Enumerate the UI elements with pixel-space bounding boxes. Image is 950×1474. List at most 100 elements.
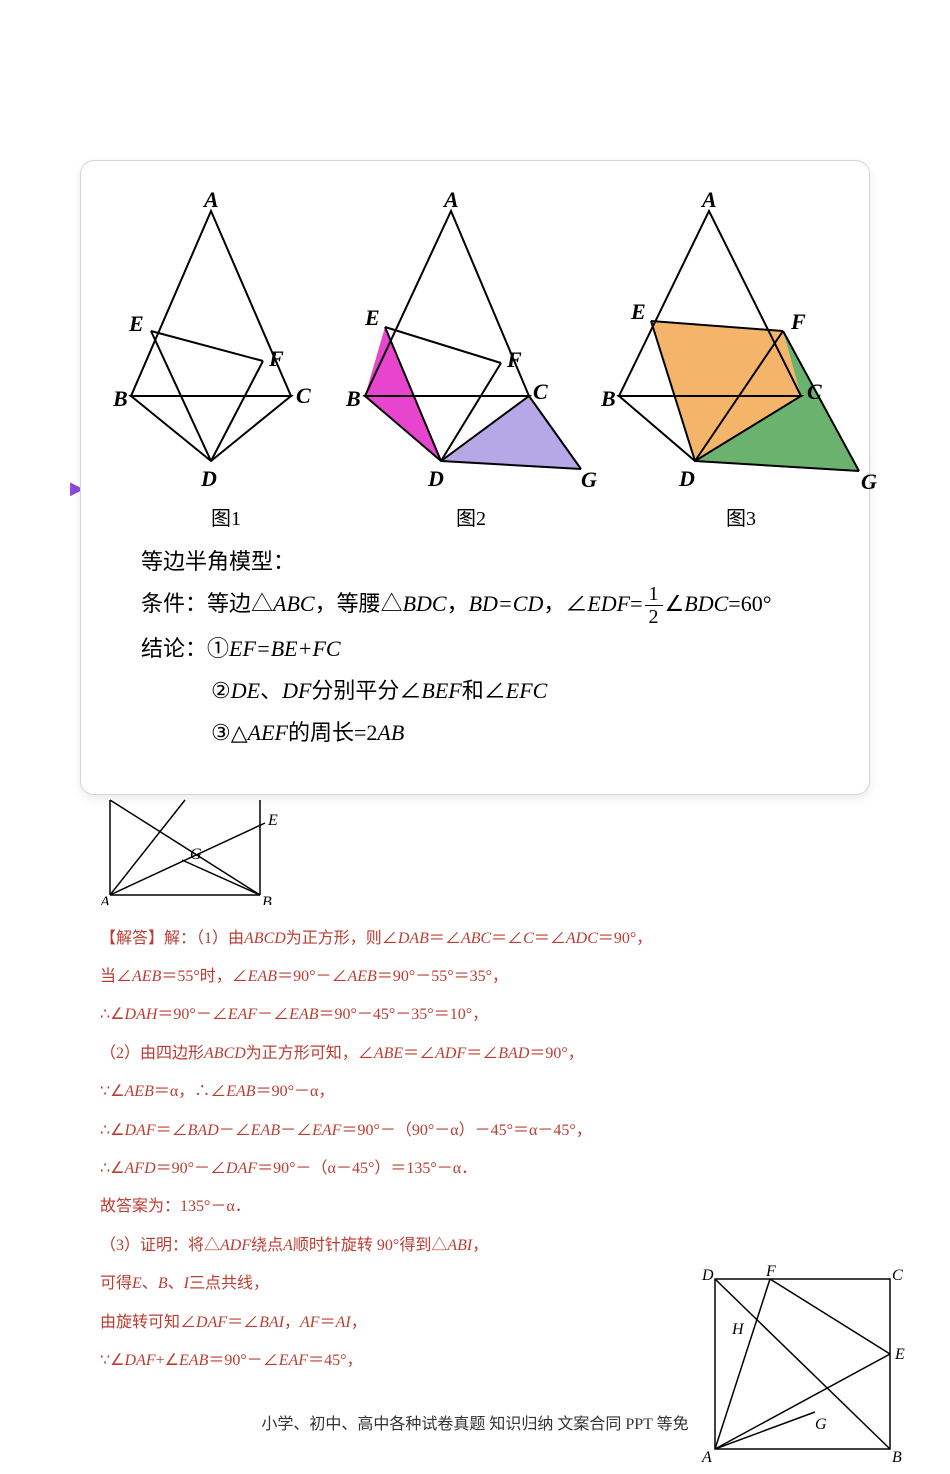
t: ＝90°，	[529, 1045, 583, 1062]
t: ＝90°－∠	[157, 1006, 227, 1023]
fig1-label-B: B	[112, 386, 128, 411]
t: 【解答】解：（1）由	[100, 930, 244, 947]
t: ，	[472, 1237, 488, 1254]
fig2-label-G: G	[581, 467, 597, 491]
t: 、	[142, 1275, 158, 1292]
fig1-label-C: C	[296, 383, 311, 408]
t: DAF	[125, 1122, 156, 1139]
fig3-label-A: A	[700, 191, 717, 212]
figure-3-svg: A B C D E F G	[601, 191, 881, 491]
t: BEF	[421, 678, 461, 703]
t: （2）由四边形	[100, 1045, 204, 1062]
t: 、	[260, 678, 282, 703]
model-title: 等边半角模型：	[141, 541, 839, 583]
t: 故答案为：135°－α．	[100, 1198, 251, 1215]
t: ∵∠	[100, 1083, 125, 1100]
t: AEB	[347, 968, 376, 985]
figure-1: A B C D E F 图1	[111, 191, 341, 531]
t: DAB	[398, 930, 429, 947]
t: ＝90°－∠	[156, 1160, 226, 1177]
t: ＝∠	[156, 1122, 188, 1139]
t: ADF	[435, 1045, 466, 1062]
t: ，等腰△	[315, 591, 403, 616]
fig1-label-D: D	[200, 466, 217, 491]
conclusion-3: ③△AEF的周长=2AB	[211, 712, 839, 754]
t: E	[132, 1275, 142, 1292]
t: EAB	[251, 1122, 280, 1139]
fragment-figure: A B E G	[100, 795, 870, 910]
t: ＝90°－∠	[277, 968, 347, 985]
t: ∴∠	[100, 1006, 125, 1023]
t: BDC	[403, 591, 447, 616]
t: 分别平分∠	[311, 678, 421, 703]
t: ＝∠	[534, 930, 566, 947]
t: 可得	[100, 1275, 132, 1292]
t: AFD	[125, 1160, 156, 1177]
figure-1-svg: A B C D E F	[111, 191, 341, 491]
t: DAH	[125, 1006, 158, 1023]
t: ∵∠	[100, 1352, 125, 1369]
t: DAF	[196, 1314, 227, 1331]
t: ，	[447, 591, 469, 616]
t: BAD	[498, 1045, 529, 1062]
t: ，∠	[543, 591, 587, 616]
t: BD=CD	[469, 591, 544, 616]
t: BAI	[259, 1314, 284, 1331]
frag-B: B	[262, 894, 272, 905]
t: AEB	[132, 968, 161, 985]
t: BAD	[188, 1122, 219, 1139]
t: DE	[231, 678, 260, 703]
t: EFC	[506, 678, 548, 703]
t: 为正方形，则∠	[286, 930, 398, 947]
t: AB	[377, 720, 404, 745]
frag-E: E	[267, 812, 278, 829]
fig1-label-A: A	[202, 191, 219, 212]
fig1-label-E: E	[128, 311, 144, 336]
t: EAB	[248, 968, 277, 985]
fig1-caption: 图1	[111, 502, 341, 531]
t: ＝∠	[466, 1045, 498, 1062]
fraction: 12	[645, 583, 663, 628]
sf-D: D	[701, 1267, 714, 1284]
t: 由旋转可知∠	[100, 1314, 196, 1331]
t: ABC	[461, 930, 491, 947]
figure-2-svg: A B C D E F G	[341, 191, 601, 491]
t: 为正方形可知，∠	[246, 1045, 374, 1062]
t: EAF	[312, 1122, 341, 1139]
t: 顺时针旋转 90°得到△	[293, 1237, 447, 1254]
t: 结论：①	[141, 636, 229, 661]
t: C	[523, 930, 534, 947]
t: EAB	[289, 1006, 318, 1023]
t: =	[630, 591, 642, 616]
fig2-label-E: E	[364, 305, 380, 330]
t: AI	[336, 1314, 351, 1331]
t: ③△	[211, 720, 248, 745]
conclusion-1: 结论：①EF=BE+FC	[141, 628, 839, 670]
t: DF	[282, 678, 311, 703]
t: ＝∠	[227, 1314, 259, 1331]
t: ，	[284, 1314, 300, 1331]
t: ＝90°－45°－35°＝10°，	[319, 1006, 489, 1023]
card-text: 等边半角模型： 条件：等边△ABC，等腰△BDC，BD=CD，∠EDF=12∠B…	[141, 541, 839, 754]
frag-G: G	[190, 846, 202, 863]
fig2-label-A: A	[442, 191, 459, 212]
figure-2: A B C D E F G 图2	[341, 191, 601, 531]
t: =60°	[728, 591, 771, 616]
t: BDC	[684, 591, 728, 616]
t: ＝∠	[429, 930, 461, 947]
t: 1	[645, 583, 663, 606]
figure-3: A B C D E F G 图3	[601, 191, 881, 531]
t: ＝90°－55°＝35°，	[377, 968, 508, 985]
t: ＝90°，	[598, 930, 652, 947]
condition-line: 条件：等边△ABC，等腰△BDC，BD=CD，∠EDF=12∠BDC=60°	[141, 583, 839, 628]
t: EF=BE+FC	[229, 636, 341, 661]
t: AEB	[125, 1083, 154, 1100]
fig3-label-C: C	[807, 379, 822, 404]
t: 条件：等边△	[141, 591, 273, 616]
t: ＝90°－（α－45°）＝135°－α．	[257, 1160, 477, 1177]
t: AF	[300, 1314, 320, 1331]
t: －∠	[280, 1122, 312, 1139]
t: ＝90°－（90°－α）－45°＝α－45°，	[341, 1122, 591, 1139]
t: ADC	[566, 930, 598, 947]
t: （3）证明：将△	[100, 1237, 220, 1254]
